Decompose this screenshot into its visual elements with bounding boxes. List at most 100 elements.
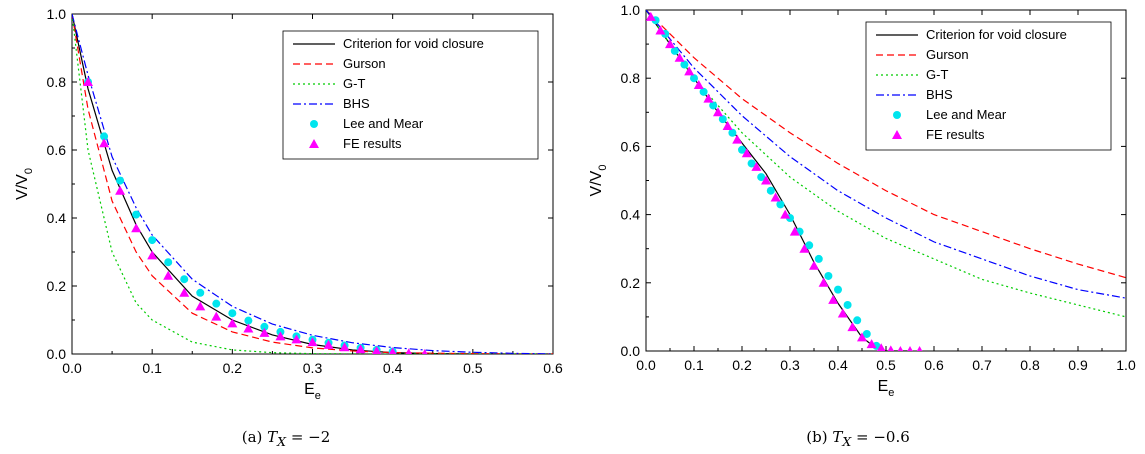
caption-b-sub: X [842,434,852,449]
chart-b-x-tick-label: 0.1 [684,357,704,373]
chart-a-series-fe-results-point [147,250,158,260]
chart-b-series-lee-and-mear-point [738,145,746,154]
chart-b-series-fe-results-point [703,93,714,103]
chart-b-series-fe-results-point [837,308,848,318]
chart-a-x-tick-label: 0.6 [543,360,563,376]
chart-b-series-fe-results-point [693,80,704,90]
chart-a-series-fe-results-point [163,270,174,280]
chart-b-legend-lee-and-mear-label: Lee and Mear [926,107,1007,122]
chart-b-series-lee-and-mear-point [718,115,727,124]
chart-b-series-lee-and-mear-point [853,316,862,325]
chart-a-y-tick-label: 0.2 [47,278,67,294]
chart-b-x-tick-label: 0.3 [780,357,800,373]
caption-b-var: T [832,428,843,446]
caption-a-rest: = −2 [286,428,331,446]
chart-b-caption: (b) TX = −0.6 [572,428,1144,449]
chart-b-series-lee-and-mear-point [670,46,679,55]
chart-b-x-tick-label: 0.5 [876,357,896,373]
chart-a-series-lee-and-mear-point [244,316,253,325]
chart-a-legend-gurson-label: Gurson [343,56,386,71]
chart-b-legend-g-t-label: G-T [926,67,948,82]
chart-b-series-lee-and-mear-point [699,87,708,96]
chart-b-series-lee-and-mear-point [824,271,833,280]
chart-b-series-lee-and-mear-point [757,173,766,182]
chart-a-data-layer [72,14,553,354]
caption-b-rest: = −0.6 [851,428,910,446]
chart-b-series-fe-results-point [809,260,819,270]
chart-b-series-fe-results-point [751,161,762,171]
chart-a-series-fe-results-point [339,342,350,352]
caption-a-var: T [267,428,278,446]
chart-a-legend-fe-results-label: FE results [343,136,402,151]
caption-b-prefix: (b) [806,428,833,446]
chart-a-x-tick-label: 0.0 [62,360,82,376]
chart-b-series-fe-results-point [799,243,810,253]
chart-b-series-fe-results-point [897,346,904,351]
chart-b-series-fe-results-point [789,226,800,236]
chart-a-y-axis-title: V/V0 [14,168,35,200]
chart-b-x-axis-title: Ee [878,378,895,399]
chart-b-legend-gurson-label: Gurson [926,47,969,62]
chart-b-series-fe-results-point [732,134,743,144]
chart-b-series-g-t-line [646,10,1126,318]
chart-a-series-lee-and-mear-point [116,176,125,185]
chart-b-series-fe-results-point [847,322,858,332]
chart-b-series-fe-results-point [713,107,723,117]
chart-b-x-tick-label: 0.9 [1068,357,1088,373]
chart-b-series-lee-and-mear-point [843,300,852,309]
chart-a-series-lee-and-mear-point [164,258,173,267]
chart-a-y-tick-label: 0.8 [47,74,67,90]
chart-b-series-fe-results-point [780,209,791,219]
chart-b-legend-bhs-label: BHS [926,87,953,102]
chart-b-series-fe-results-point [857,332,867,342]
chart-b-y-tick-label: 0.8 [621,70,641,86]
chart-b-series-lee-and-mear-point [690,74,698,83]
chart-a-x-axis-title: Ee [304,381,321,402]
chart-b-x-tick-label: 0.8 [1020,357,1040,373]
chart-a-legend-criterion-for-void-closure-label: Criterion for void closure [343,36,484,51]
chart-a-x-tick-label: 0.4 [383,360,403,376]
chart-a-x-tick-label: 0.5 [463,360,483,376]
chart-b-y-tick-label: 0.4 [621,207,641,223]
chart-b-series-lee-and-mear-point [805,241,814,250]
chart-a-series-fe-results-point [291,334,302,344]
chart-b-legend-fe-results-swatch [892,130,902,139]
chart-a-series-lee-and-mear-point [132,210,141,219]
chart-a-series-fe-results-point [259,327,270,337]
chart-a-legend-box [282,30,539,160]
chart-b-y-axis-title: V/V0 [588,165,609,197]
chart-a-series-lee-and-mear-point [148,236,157,245]
chart-b-series-fe-results-point [761,175,771,185]
chart-a-series-fe-results-point [115,185,126,195]
chart-b-series-lee-and-mear-point [862,329,871,338]
chart-a-series-fe-results-point [372,345,382,354]
chart-a-series-fe-results-point [99,138,110,148]
chart-b-series-lee-and-mear-point [766,186,775,195]
chart-b-x-tick-label: 0.7 [972,357,992,373]
chart-a-series-fe-results-point [211,311,222,321]
chart-b-series-fe-results-point [646,11,656,21]
chart-a-series-lee-and-mear-point [180,275,189,284]
chart-b-series-lee-and-mear-point [728,128,737,137]
chart-b-y-tick-label: 1.0 [621,2,641,18]
chart-b-legend-fe-results-label: FE results [926,127,985,142]
chart-a-series-fe-results-point [323,339,334,349]
chart-b-series-fe-results-point [887,345,894,351]
chart-a-series-lee-and-mear-point [260,322,269,331]
chart-a-series-lee-and-mear-point [196,288,205,297]
chart-b-series-fe-results-point [770,192,781,202]
chart-b-legend-lee-and-mear-swatch [893,111,901,119]
chart-a-y-tick-label: 1.0 [47,6,67,22]
chart-a-legend-lee-and-mear-swatch [310,120,318,128]
chart-b-svg: 0.0 0.1 0.2 0.3 0.4 0.5 0.6 0.7 0.8 0.9 1.0 0.0 0.2 0… [588,2,1136,399]
chart-a-x-tick-label: 0.2 [223,360,243,376]
chart-b-legend-criterion-for-void-closure-label: Criterion for void closure [926,27,1067,42]
chart-panel-b: 0.0 0.1 0.2 0.3 0.4 0.5 0.6 0.7 0.8 0.9 1.0 0.0 0.2 0… [572,0,1144,454]
caption-a-prefix: (a) [241,428,268,446]
caption-a-sub: X [277,434,287,449]
chart-b-y-tick-label: 0.0 [621,343,641,359]
chart-a-y-tick-label: 0.0 [47,346,67,362]
chart-a-legend-fe-results-swatch [309,139,319,148]
chart-a-series-fe-results-point [388,347,397,354]
chart-a-legend-lee-and-mear-label: Lee and Mear [343,116,424,131]
